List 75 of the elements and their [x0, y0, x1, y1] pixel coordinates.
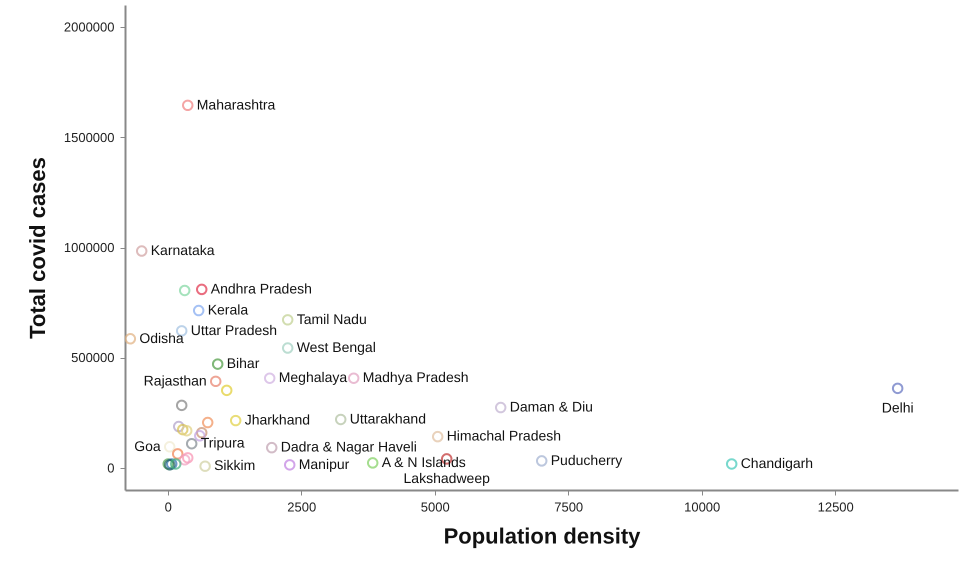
data-label: Tripura — [200, 434, 245, 451]
point — [536, 455, 548, 467]
point — [186, 438, 198, 450]
x-tick-label: 12500 — [818, 500, 854, 514]
point — [192, 304, 204, 316]
point — [220, 384, 232, 396]
data-label: A & N Islands — [382, 454, 466, 470]
point — [264, 372, 276, 384]
point — [892, 382, 904, 394]
point — [182, 100, 194, 112]
data-label: Odisha — [139, 330, 184, 346]
y-tick-label: 1000000 — [64, 240, 114, 255]
x-tick-label: 10000 — [684, 500, 720, 514]
point — [178, 284, 190, 296]
y-tick-label: 2000000 — [64, 20, 114, 35]
data-label: Manipur — [298, 456, 350, 472]
point — [726, 458, 738, 470]
data-label: Meghalaya — [278, 369, 348, 386]
data-label: Maharashtra — [196, 96, 276, 112]
point — [125, 333, 136, 344]
point — [196, 426, 208, 438]
y-axis-title: Total covid cases — [24, 157, 50, 339]
point — [284, 459, 296, 471]
point — [494, 402, 506, 414]
point — [266, 442, 278, 454]
data-label: Dadra & Nagar Haveli — [280, 438, 417, 455]
x-tick-label: 0 — [164, 500, 172, 514]
data-label: Uttar Pradesh — [190, 322, 278, 338]
data-label: West Bengal — [296, 339, 376, 356]
x-tick-label: 5000 — [420, 500, 450, 514]
data-label: Chandigarh — [740, 454, 814, 471]
x-tick-label: 2500 — [287, 500, 316, 514]
data-label: Goa — [134, 438, 161, 454]
x-axis-title: Population density — [444, 524, 642, 548]
point — [164, 441, 176, 453]
data-label: Uttarakhand — [350, 410, 426, 426]
point — [199, 460, 211, 472]
point — [282, 314, 294, 326]
data-label: Tamil Nadu — [296, 310, 367, 327]
data-label: Jharkhand — [244, 412, 310, 428]
data-label: Daman & Diu — [510, 398, 593, 415]
data-label: Sikkim — [214, 457, 256, 474]
point — [366, 457, 378, 469]
point — [182, 452, 194, 464]
point — [212, 358, 224, 370]
point — [196, 284, 208, 296]
data-label: Delhi — [882, 399, 914, 416]
y-tick-label: 1500000 — [64, 130, 114, 145]
data-label: Kerala — [208, 302, 248, 318]
point — [202, 416, 214, 428]
point — [180, 424, 192, 436]
point — [136, 245, 148, 257]
y-tick-label: 0 — [107, 460, 114, 476]
data-label: Puducherry — [550, 452, 622, 468]
data-label: Bihar — [226, 355, 260, 372]
point — [176, 424, 188, 436]
data-label: Lakshadweep — [404, 470, 490, 486]
point — [172, 420, 184, 432]
point — [178, 454, 190, 466]
point — [172, 448, 184, 460]
y-tick-label: 500000 — [71, 350, 114, 366]
point — [348, 372, 360, 384]
point — [432, 430, 444, 442]
point — [210, 376, 222, 388]
point — [170, 458, 182, 470]
x-tick-label: 7500 — [554, 500, 584, 514]
point — [230, 414, 242, 426]
data-label: Karnataka — [150, 242, 215, 258]
data-label: Rajasthan — [144, 372, 207, 388]
point — [334, 414, 346, 426]
data-label: Andhra Pradesh — [210, 280, 312, 296]
point — [176, 400, 188, 412]
data-label: Himachal Pradesh — [446, 428, 562, 444]
point — [282, 342, 294, 354]
data-label: Madhya Pradesh — [362, 369, 469, 386]
